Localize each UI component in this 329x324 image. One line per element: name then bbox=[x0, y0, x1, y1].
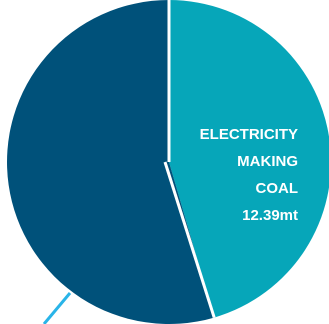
slice-label-line-1: ELECTRICITY bbox=[200, 126, 298, 143]
slice-value-label: 12.39mt bbox=[242, 207, 298, 224]
pie-slice-2 bbox=[7, 0, 215, 324]
slice-separator-2 bbox=[163, 161, 216, 319]
slice-label-line-3: COAL bbox=[256, 180, 299, 197]
pie-labels: ELECTRICITY MAKING COAL 12.39mt bbox=[200, 126, 298, 224]
slice-label-line-2: MAKING bbox=[237, 153, 298, 170]
pie-slice-1 bbox=[169, 0, 329, 318]
pie-slices bbox=[7, 0, 329, 324]
leader-line bbox=[42, 292, 72, 324]
